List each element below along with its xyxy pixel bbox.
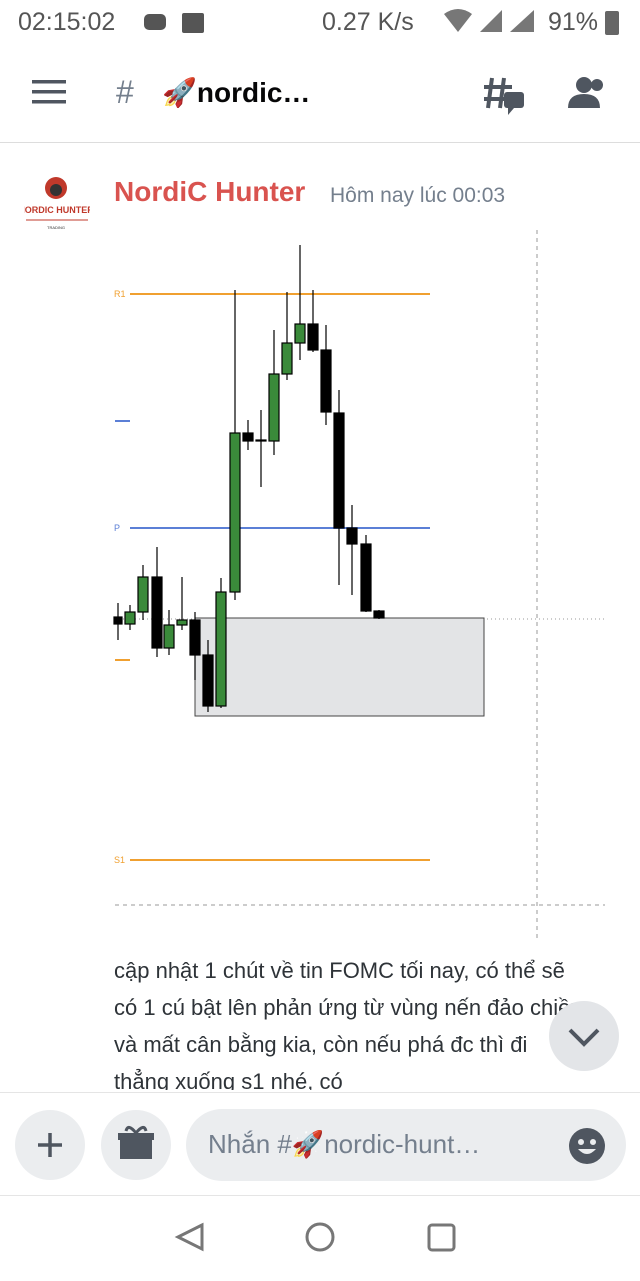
back-button[interactable] xyxy=(174,1222,204,1252)
threads-button[interactable] xyxy=(482,74,526,116)
scroll-down-button[interactable] xyxy=(548,1000,620,1072)
level-label: R1 xyxy=(114,289,126,299)
home-button[interactable] xyxy=(305,1222,335,1252)
top-bar: # 🚀nordic… xyxy=(0,46,640,143)
menu-button[interactable] xyxy=(32,80,68,106)
message-input[interactable]: Nhắn #🚀nordic-hunt… xyxy=(186,1109,626,1181)
clock: 02:15:02 xyxy=(18,8,116,36)
status-icons xyxy=(144,13,204,33)
level-label: S1 xyxy=(114,855,125,865)
divider xyxy=(0,1195,640,1196)
level-label: P xyxy=(114,523,120,533)
recents-button[interactable] xyxy=(427,1223,456,1252)
signal-icons xyxy=(444,9,534,32)
net-speed: 0.27 K/s xyxy=(322,8,414,36)
gift-button[interactable] xyxy=(100,1109,172,1181)
avatar-subtitle: TRADING xyxy=(47,225,65,230)
channel-hash: # xyxy=(116,74,134,110)
members-button[interactable] xyxy=(566,76,608,110)
emoji-button[interactable] xyxy=(568,1127,606,1165)
battery-icon xyxy=(605,11,619,35)
channel-name[interactable]: 🚀nordic… xyxy=(162,77,311,108)
avatar-title: NORDIC HUNTER xyxy=(24,205,90,215)
chart-image[interactable]: R1 P S1 xyxy=(0,0,640,1090)
author-name[interactable]: NordiC Hunter xyxy=(114,176,306,207)
add-button[interactable] xyxy=(14,1109,86,1181)
timestamp: Hôm nay lúc 00:03 xyxy=(330,184,506,207)
avatar[interactable]: NORDIC HUNTER TRADING xyxy=(24,174,90,234)
nav-bar xyxy=(174,1222,456,1252)
status-bar: 02:15:02 0.27 K/s 91% xyxy=(0,0,640,46)
message-text: cập nhật 1 chút về tin FOMC tối nay, có … xyxy=(114,958,583,1090)
battery-level: 91% xyxy=(548,8,599,36)
composer-bar: Nhắn #🚀nordic-hunt… xyxy=(0,1092,640,1281)
input-placeholder: Nhắn #🚀nordic-hunt… xyxy=(208,1129,481,1159)
